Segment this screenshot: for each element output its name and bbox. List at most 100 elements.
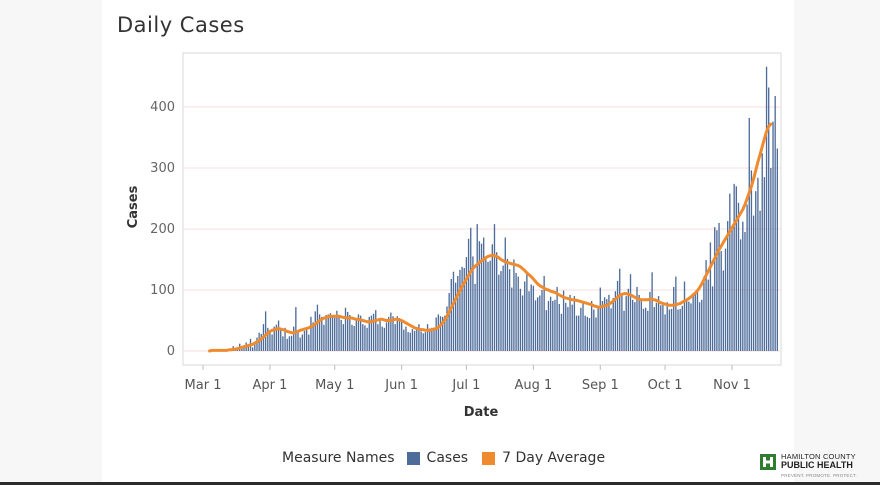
cases-bar [752, 215, 755, 351]
cases-bar [735, 186, 737, 351]
cases-bar [664, 314, 666, 351]
cases-bar [478, 241, 481, 351]
cases-bar [493, 224, 496, 351]
cases-bar [739, 239, 742, 351]
cases-bar [329, 313, 332, 351]
cases-bar [502, 265, 504, 351]
cases-bar [675, 276, 677, 351]
cases-bar [277, 320, 280, 351]
cases-bar [305, 327, 308, 351]
cases-bar [241, 347, 243, 351]
cases-bar [774, 96, 776, 352]
cases-bar [321, 316, 323, 351]
cases-bar [716, 230, 718, 351]
cases-bar [543, 275, 545, 351]
cases-bar [729, 193, 731, 351]
legend-item-7-day-average[interactable]: 7 Day Average [482, 450, 605, 466]
cases-bar [554, 299, 556, 351]
cases-bar [565, 302, 567, 351]
cases-bar [271, 334, 273, 351]
cases-bar [308, 334, 310, 351]
cases-bar [748, 117, 750, 351]
cases-bar [351, 324, 353, 351]
cases-bar [442, 316, 444, 351]
cases-bar [666, 302, 668, 351]
cases-bar [711, 286, 714, 351]
cases-bar [301, 334, 303, 351]
cases-bar [593, 309, 595, 351]
bottom-border [0, 482, 880, 485]
cases-bar [500, 271, 502, 351]
cases-bar [476, 224, 478, 351]
cases-bar [454, 282, 457, 351]
cases-bar [757, 177, 759, 351]
cases-bar [670, 308, 673, 351]
cases-bar [474, 283, 476, 351]
cases-bar [709, 242, 712, 351]
cases-bar [280, 329, 282, 351]
cases-bar [403, 329, 405, 351]
cases-bar [567, 307, 569, 351]
hamilton-county-public-health-logo: HAMILTON COUNTY PUBLIC HEALTH PREVENT. P… [760, 452, 860, 482]
cases-bar [323, 324, 325, 351]
cases-bar [571, 304, 573, 351]
x-tick-label: Apr 1 [252, 378, 287, 393]
cases-bar [407, 332, 409, 351]
x-tick-label: Nov 1 [713, 378, 751, 393]
cases-bar [448, 293, 450, 351]
cases-bar [370, 315, 373, 351]
cases-bar [450, 279, 452, 351]
cases-bar [539, 295, 541, 351]
cases-bar [586, 316, 589, 351]
cases-bar [649, 291, 651, 351]
cases-bar [612, 297, 614, 351]
cases-bar [623, 310, 625, 351]
cases-bar [640, 298, 642, 351]
legend-title: Measure Names [282, 450, 395, 466]
x-axis-title: Date [464, 405, 499, 420]
cases-bar [761, 153, 763, 351]
cases-bar [483, 237, 485, 351]
legend-swatch-7-day-average [482, 451, 496, 465]
cases-bar [424, 332, 427, 351]
cases-bar [590, 300, 593, 351]
cases-bar [312, 322, 314, 351]
cases-bar [720, 250, 722, 351]
cases-bar [532, 285, 535, 351]
cases-bar [705, 260, 707, 351]
cases-bar [377, 324, 379, 351]
y-tick-label: 200 [150, 222, 175, 237]
cases-bar [444, 315, 446, 351]
cases-bar [737, 202, 740, 351]
cases-bar [364, 325, 366, 351]
cases-bar [411, 329, 414, 351]
cases-bar [420, 331, 422, 351]
cases-bar [582, 301, 584, 351]
y-tick-label: 100 [150, 283, 175, 298]
cases-bar [668, 309, 671, 351]
legend-swatch-cases [406, 451, 420, 465]
cases-bar [701, 299, 703, 351]
cases-bar [513, 259, 515, 351]
cases-bar [632, 299, 634, 351]
cases-bar [459, 269, 461, 351]
cases-bar [685, 299, 688, 351]
cases-bar [526, 272, 528, 351]
cases-bar [636, 286, 638, 351]
cases-bar [642, 308, 645, 351]
legend-item-cases[interactable]: Cases [406, 450, 468, 466]
cases-bar [344, 307, 347, 351]
cases-bar [627, 288, 630, 351]
cases-bar [562, 290, 565, 351]
cases-bar [286, 338, 288, 351]
cases-bar [776, 148, 779, 351]
cases-bar [660, 305, 662, 351]
cases-bar [349, 315, 351, 351]
cases-bar [489, 260, 491, 351]
cases-bar [606, 299, 608, 351]
cases-bar [251, 347, 254, 351]
cases-bar [727, 221, 729, 351]
cases-bar [433, 330, 435, 351]
cases-bar [619, 268, 621, 351]
x-tick-label: Aug 1 [514, 378, 552, 393]
